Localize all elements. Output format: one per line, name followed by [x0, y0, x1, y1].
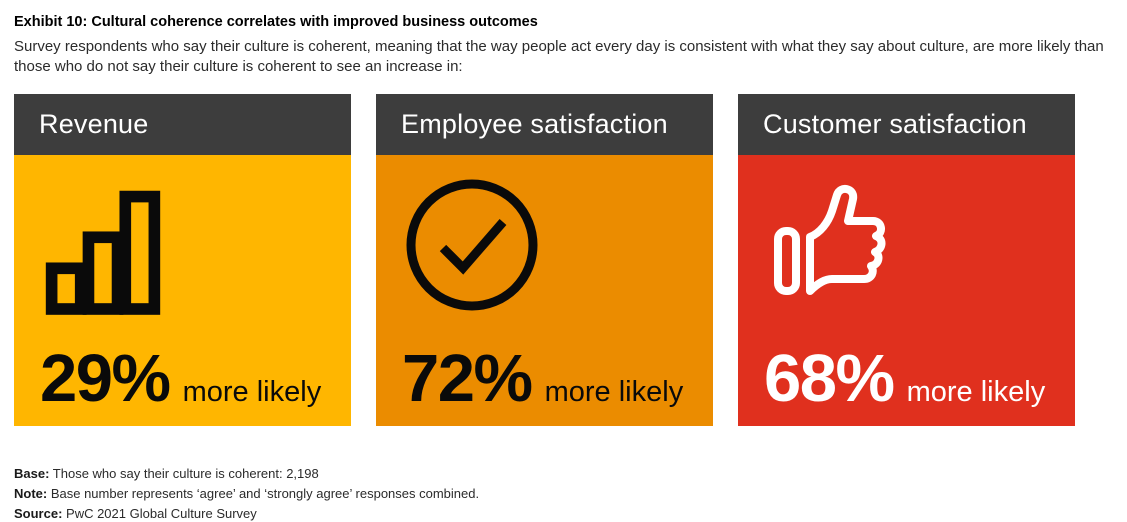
exhibit-title: Exhibit 10: Cultural coherence correlate…	[14, 14, 538, 30]
footnotes: Base: Those who say their culture is coh…	[14, 464, 1113, 522]
footnote-base-text: Those who say their culture is coherent:…	[49, 465, 319, 481]
card-body: 29% more likely	[14, 154, 351, 426]
footnote-base: Base: Those who say their culture is coh…	[14, 464, 1113, 484]
card-suffix: more likely	[182, 375, 322, 408]
card-value: 72%	[402, 340, 533, 416]
bar-chart-icon	[40, 175, 351, 317]
footnote-note: Note: Base number represents ‘agree’ and…	[14, 484, 1113, 504]
value-row: 29% more likely	[40, 345, 321, 412]
card-header: Revenue	[14, 93, 351, 155]
footnote-base-label: Base:	[14, 465, 50, 481]
card-customer-satisfaction: Customer satisfaction 68% more likely	[738, 93, 1075, 426]
card-header: Employee satisfaction	[376, 93, 713, 155]
card-value: 29%	[40, 340, 171, 416]
footnote-note-text: Base number represents ‘agree’ and ‘stro…	[47, 485, 480, 501]
card-employee-satisfaction: Employee satisfaction 72% more likely	[376, 93, 713, 426]
footnote-source-label: Source:	[14, 505, 63, 521]
card-header: Customer satisfaction	[738, 93, 1075, 155]
card-label: Employee satisfaction	[401, 108, 668, 139]
value-row: 68% more likely	[764, 345, 1045, 412]
thumbs-up-icon	[764, 175, 1075, 311]
card-suffix: more likely	[544, 375, 684, 408]
check-circle-icon	[402, 175, 713, 315]
outcome-cards: Revenue 29% more likely Employe	[14, 93, 1113, 426]
footnote-source-text: PwC 2021 Global Culture Survey	[62, 505, 257, 521]
card-value: 68%	[764, 340, 895, 416]
card-label: Revenue	[39, 108, 149, 139]
value-row: 72% more likely	[402, 345, 683, 412]
footnote-source: Source: PwC 2021 Global Culture Survey	[14, 504, 1113, 522]
exhibit-subtitle: Survey respondents who say their culture…	[14, 38, 1104, 76]
card-revenue: Revenue 29% more likely	[14, 93, 351, 426]
footnote-note-label: Note:	[14, 485, 48, 501]
card-suffix: more likely	[906, 375, 1046, 408]
card-label: Customer satisfaction	[763, 108, 1027, 139]
card-body: 68% more likely	[738, 154, 1075, 426]
card-body: 72% more likely	[376, 154, 713, 426]
